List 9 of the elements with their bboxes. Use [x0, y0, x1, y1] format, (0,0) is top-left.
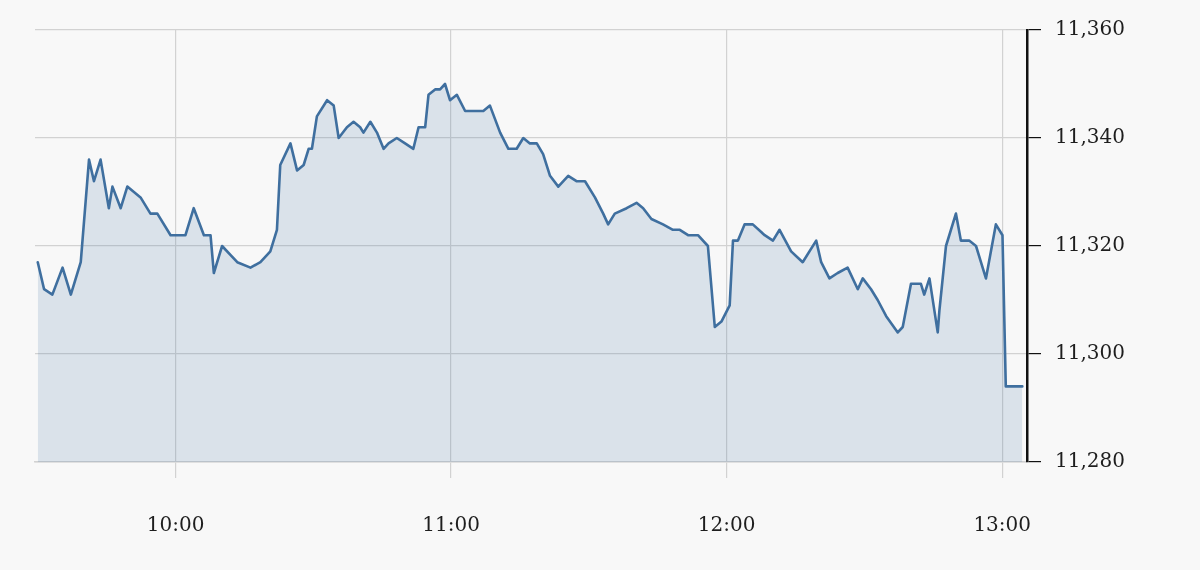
x-tick-label: 11:00: [422, 512, 480, 537]
y-tick-label: 11,360: [1055, 16, 1125, 41]
y-tick-label: 11,340: [1055, 124, 1125, 149]
x-tick-label: 12:00: [697, 512, 756, 537]
y-tick-label: 11,320: [1055, 232, 1125, 257]
y-tick-label: 11,300: [1055, 340, 1125, 365]
x-tick-label: 13:00: [973, 512, 1032, 537]
x-tick-label: 10:00: [146, 512, 205, 537]
y-tick-label: 11,280: [1055, 448, 1125, 473]
